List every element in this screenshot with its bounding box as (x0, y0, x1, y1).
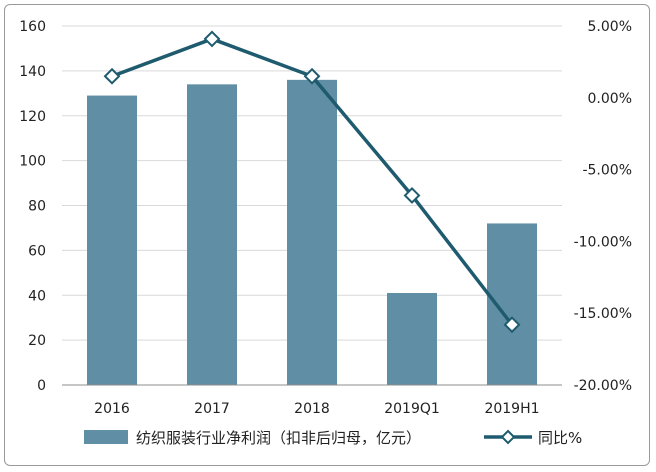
legend-line-marker (500, 429, 516, 445)
y-left-tick-label: 60 (28, 243, 46, 259)
y-left-tick-label: 140 (19, 64, 46, 80)
y-right-tick-label: 5.00% (588, 19, 632, 35)
y-left-tick-label: 160 (19, 19, 46, 35)
y-right-tick-label: 0.00% (588, 91, 632, 107)
legend-bar-swatch (84, 430, 128, 444)
y-right-tick-label: -20.00% (574, 378, 632, 394)
line-point (103, 67, 121, 85)
y-right-tick-label: -15.00% (574, 306, 632, 322)
y-left-tick-label: 120 (19, 109, 46, 125)
y-right-tick-label: -10.00% (574, 234, 632, 250)
y-right-tick-label: -5.00% (582, 163, 632, 179)
x-tick-label: 2019H1 (484, 401, 539, 417)
x-tick-label: 2019Q1 (384, 401, 440, 417)
y-left-tick-label: 40 (28, 288, 46, 304)
line-point (503, 316, 521, 334)
legend-line-label: 同比% (538, 429, 582, 447)
bar (387, 293, 437, 385)
x-tick-label: 2016 (94, 401, 130, 417)
y-left-tick-label: 20 (28, 333, 46, 349)
line-point (303, 67, 321, 85)
x-tick-label: 2017 (194, 401, 230, 417)
y-left-tick-label: 0 (37, 378, 46, 394)
x-tick-label: 2018 (294, 401, 330, 417)
line-point (203, 30, 221, 48)
legend-bar-label: 纺织服装行业净利润（扣非后归母，亿元） (136, 429, 421, 447)
y-left-tick-label: 80 (28, 199, 46, 215)
bar (287, 79, 337, 385)
bar (87, 95, 137, 386)
line-point (403, 187, 421, 204)
bar (187, 84, 237, 386)
y-left-tick-label: 100 (19, 154, 46, 170)
